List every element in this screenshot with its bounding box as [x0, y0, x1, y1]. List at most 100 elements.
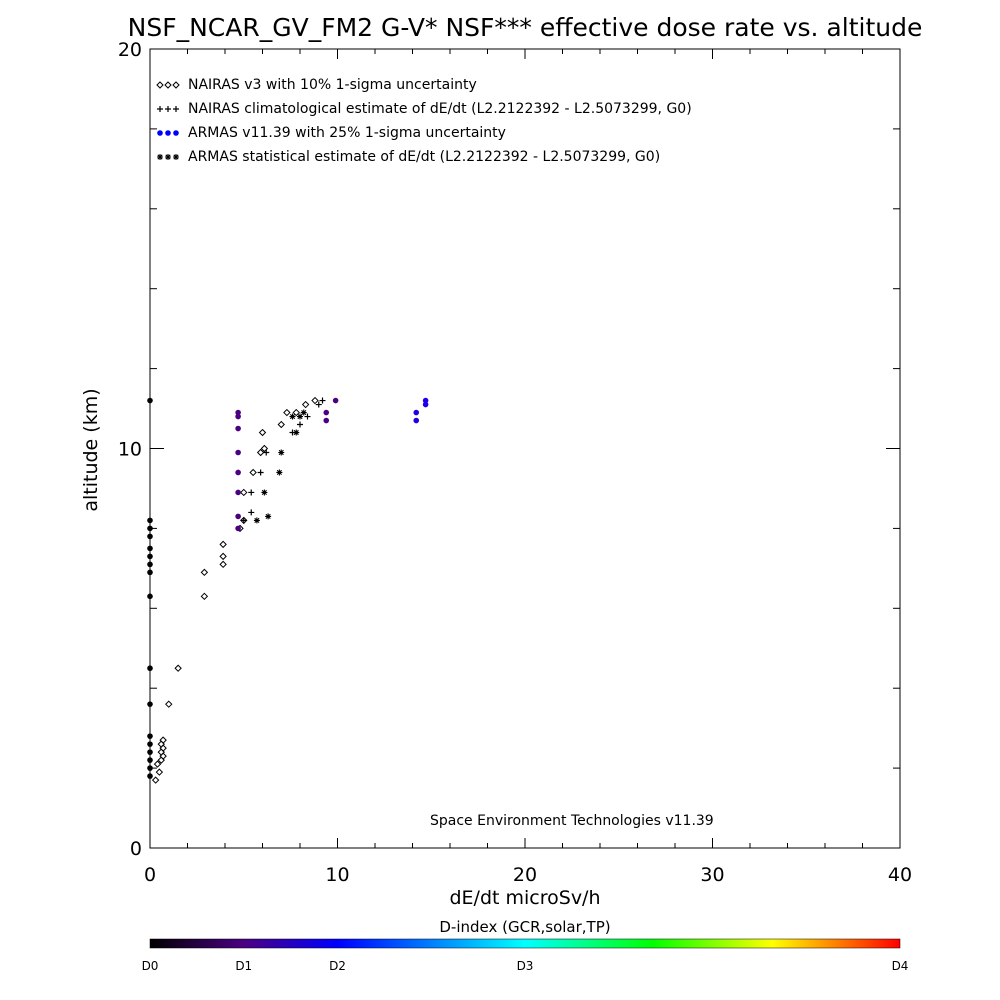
- data-point: [159, 736, 167, 744]
- data-point: [277, 420, 285, 429]
- legend-marker: [164, 81, 172, 89]
- data-point: [153, 760, 162, 768]
- legend-symbol-diamond: [156, 81, 180, 89]
- series-3: [253, 409, 307, 524]
- data-point: [165, 700, 173, 708]
- data-point: [235, 469, 241, 476]
- data-point: [147, 593, 153, 600]
- colorbar-labels: D0 D1 D2 D3 D4: [142, 959, 909, 973]
- data-point: [253, 517, 260, 524]
- data-point: [147, 553, 153, 560]
- data-point: [289, 413, 296, 420]
- legend-marker: [157, 106, 163, 112]
- y-tick-labels: 0 10 20: [118, 39, 142, 860]
- data-point: [147, 733, 153, 739]
- legend-symbol-plus: [157, 106, 179, 112]
- data-point: [248, 509, 255, 516]
- legend-marker: [165, 130, 171, 136]
- data-point: [147, 765, 153, 771]
- x-tick-label: 30: [700, 864, 724, 886]
- data-point: [147, 545, 153, 552]
- colorbar-label: D0: [142, 959, 159, 973]
- series-2: [147, 397, 429, 779]
- data-point: [240, 517, 247, 524]
- legend-marker: [173, 106, 179, 112]
- legend-marker: [173, 154, 179, 160]
- series-1: [240, 397, 326, 524]
- data-marks: [147, 396, 429, 784]
- data-point: [147, 665, 153, 672]
- data-point: [200, 568, 209, 577]
- data-point: [256, 448, 265, 457]
- data-point: [219, 540, 227, 549]
- data-point: [413, 409, 420, 416]
- data-point: [249, 468, 257, 477]
- legend-symbol-asterisk: [157, 154, 179, 160]
- legend-label: NAIRAS v3 with 10% 1-sigma uncertainty: [188, 77, 477, 93]
- data-point: [147, 533, 153, 540]
- data-point: [200, 592, 209, 601]
- axis-ticks: [149, 48, 901, 849]
- data-point: [159, 744, 167, 752]
- data-point: [319, 397, 326, 404]
- legend: NAIRAS v3 with 10% 1-sigma uncertainty N…: [156, 77, 692, 165]
- x-tick-label: 20: [513, 864, 537, 886]
- data-point: [174, 664, 182, 672]
- data-point: [278, 449, 285, 456]
- data-point: [260, 444, 269, 453]
- colorbar: [149, 938, 901, 949]
- data-point: [235, 525, 241, 532]
- data-point: [276, 469, 283, 476]
- colorbar-label: D4: [892, 959, 909, 973]
- data-point: [151, 776, 160, 784]
- colorbar-label: D2: [329, 959, 346, 973]
- data-point: [147, 701, 153, 707]
- legend-marker: [172, 81, 180, 89]
- data-point: [147, 525, 153, 532]
- legend-marker: [165, 154, 171, 160]
- data-point: [323, 409, 330, 416]
- data-point: [283, 408, 291, 417]
- data-point: [235, 513, 241, 520]
- data-point: [297, 413, 303, 420]
- data-point: [263, 449, 270, 456]
- data-point: [235, 413, 241, 420]
- data-point: [157, 748, 165, 756]
- data-point: [258, 428, 267, 437]
- data-point: [300, 409, 307, 416]
- colorbar-title: D-index (GCR,solar,TP): [439, 918, 610, 936]
- data-point: [248, 489, 255, 496]
- data-point: [315, 401, 322, 408]
- footnote: Space Environment Technologies v11.39: [430, 813, 714, 829]
- data-point: [323, 417, 330, 424]
- legend-entry-nairas-v3: NAIRAS v3 with 10% 1-sigma uncertainty: [156, 77, 477, 93]
- data-point: [311, 396, 319, 405]
- data-point: [240, 488, 248, 497]
- legend-marker: [156, 81, 164, 89]
- data-point: [147, 397, 153, 404]
- y-tick-label: 10: [118, 439, 142, 461]
- data-point: [304, 413, 311, 420]
- data-point: [292, 408, 300, 417]
- legend-marker: [157, 154, 163, 160]
- x-tick-label: 40: [888, 864, 912, 886]
- data-point: [261, 489, 268, 496]
- data-point: [235, 449, 241, 456]
- data-point: [422, 397, 429, 404]
- data-point: [147, 569, 153, 576]
- data-point: [147, 741, 153, 747]
- data-point: [293, 429, 300, 436]
- legend-entry-armas-statistical: ARMAS statistical estimate of dE/dt (L2.…: [157, 149, 660, 165]
- legend-symbol-filled-circle: [157, 130, 179, 136]
- x-axis-label: dE/dt microSv/h: [449, 887, 600, 909]
- data-point: [147, 561, 153, 568]
- data-point: [332, 397, 339, 404]
- y-tick-label: 20: [118, 39, 142, 61]
- chart-title: NSF_NCAR_GV_FM2 G-V* NSF*** effective do…: [128, 13, 923, 42]
- data-point: [147, 773, 153, 779]
- legend-label: ARMAS statistical estimate of dE/dt (L2.…: [188, 149, 660, 165]
- x-tick-label: 10: [325, 864, 349, 886]
- data-point: [147, 749, 153, 755]
- data-point: [219, 560, 227, 569]
- data-point: [422, 401, 429, 408]
